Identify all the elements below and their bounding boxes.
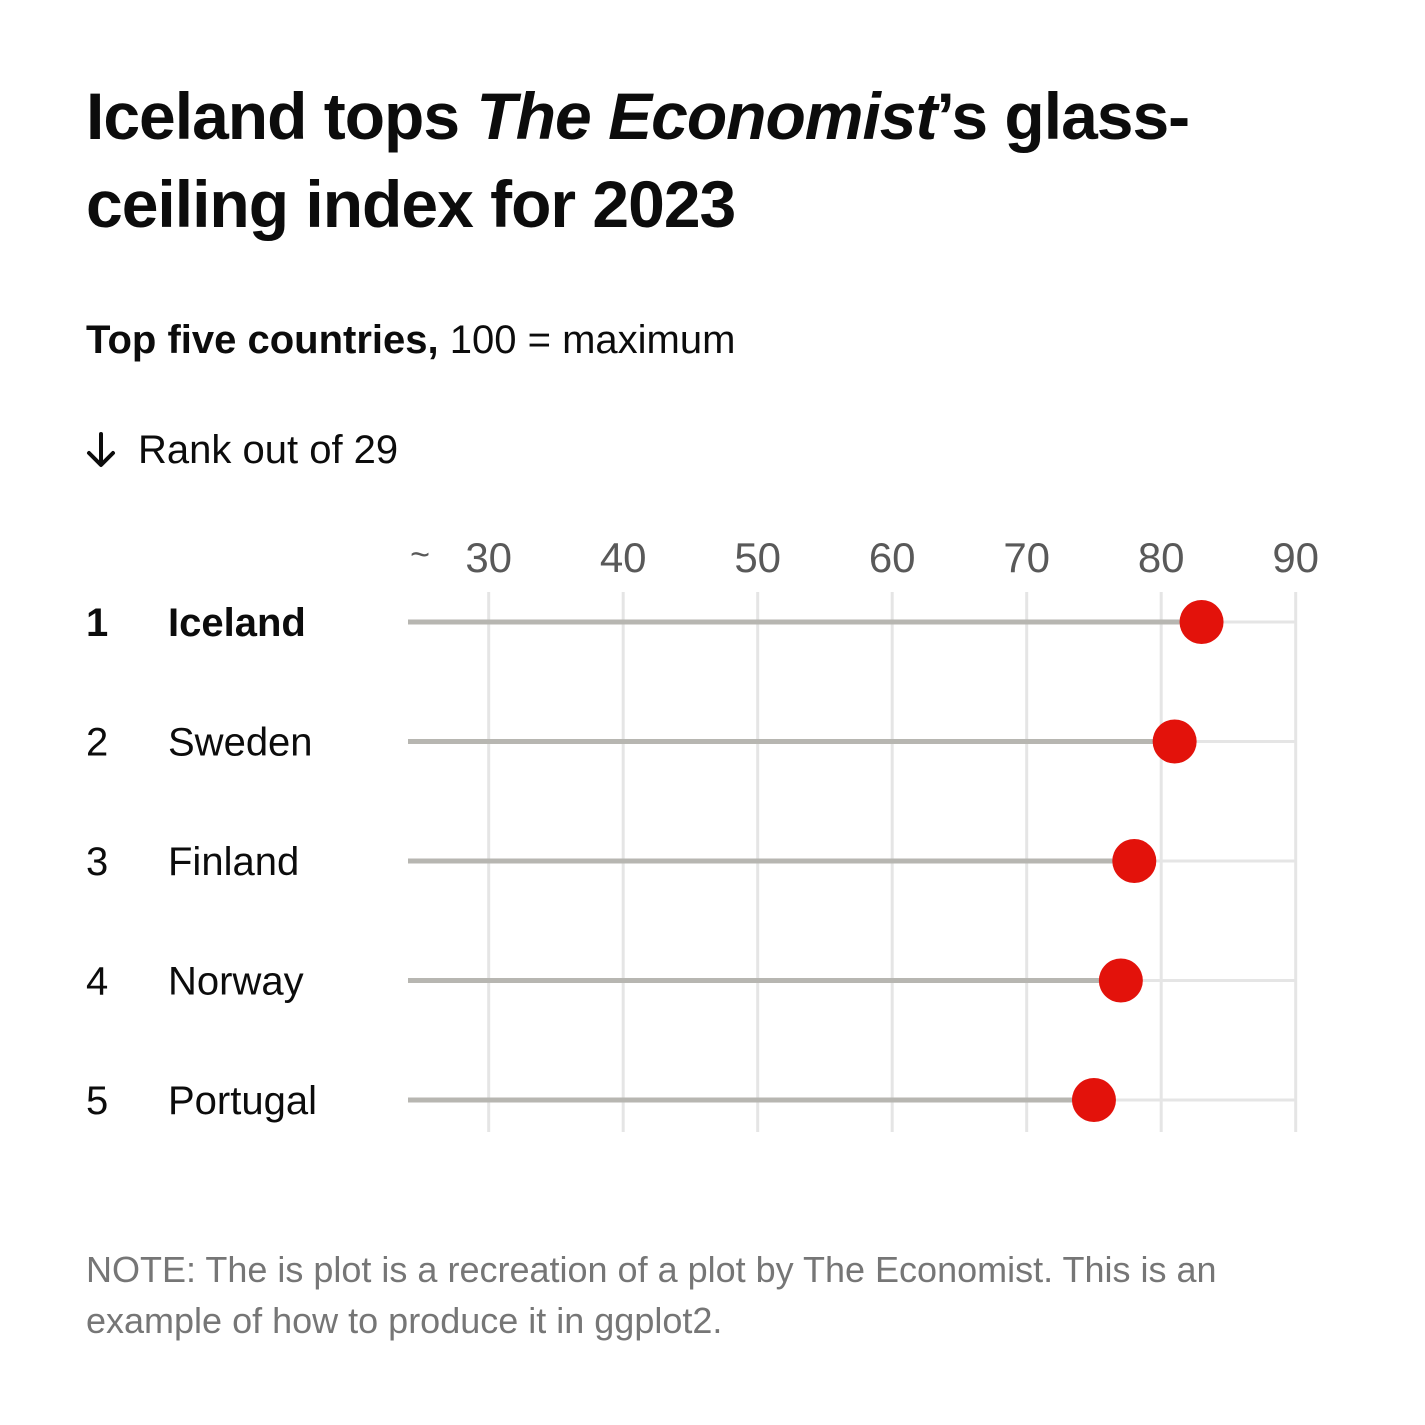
x-tick-label: 60 <box>869 534 916 581</box>
rank-note: Rank out of 29 <box>86 422 398 478</box>
country-label: Iceland <box>168 601 306 645</box>
rank-label: 5 <box>86 1079 108 1123</box>
lollipop-point <box>1071 1078 1116 1122</box>
axis-break-label: ~ <box>410 536 430 574</box>
footnote: NOTE: The is plot is a recreation of a p… <box>86 1249 1217 1341</box>
x-tick-label: 80 <box>1138 534 1185 581</box>
rank-label: 2 <box>86 721 108 765</box>
rank-label: 1 <box>86 601 108 645</box>
title-part-2: ’s glass-ceiling index for 2023 <box>86 79 1190 241</box>
rank-label: 3 <box>86 840 108 884</box>
country-label: Finland <box>168 840 299 884</box>
x-tick-label: 70 <box>1003 534 1050 581</box>
title-part-1: Iceland tops <box>86 79 477 153</box>
lollipop-point <box>1112 839 1157 883</box>
x-tick-label: 50 <box>734 534 781 581</box>
lollipop-point <box>1179 600 1224 644</box>
country-label: Portugal <box>168 1079 317 1123</box>
lollipop-point <box>1152 719 1197 764</box>
row-layer: 1 Iceland 2 Sweden 3 Finland 4 Norway 5 Portugal <box>86 600 1224 1123</box>
chart-title: Iceland tops The Economist’s glass-ceili… <box>86 72 1346 248</box>
x-tick-label: 30 <box>465 534 512 581</box>
rank-label: 4 <box>86 960 108 1004</box>
chart-subtitle: Top five countries, 100 = maximum <box>86 312 735 368</box>
arrow-down-icon <box>87 432 115 467</box>
subtitle-rest: 100 = maximum <box>438 318 736 362</box>
lollipop-chart: 30 40 50 60 70 80 90 ~ 1 Iceland 2 Sweden 3 Finland 4… <box>86 534 1319 1132</box>
rank-note-label: Rank out of 29 <box>138 428 399 472</box>
x-tick-label: 90 <box>1272 534 1319 581</box>
country-label: Sweden <box>168 721 313 765</box>
tick-layer: 30 40 50 60 70 80 90 ~ <box>410 534 1319 581</box>
title-italic: The Economist <box>476 79 937 153</box>
country-label: Norway <box>168 960 304 1004</box>
x-tick-label: 40 <box>600 534 647 581</box>
subtitle-bold: Top five countries, <box>86 318 439 362</box>
lollipop-point <box>1098 958 1143 1003</box>
